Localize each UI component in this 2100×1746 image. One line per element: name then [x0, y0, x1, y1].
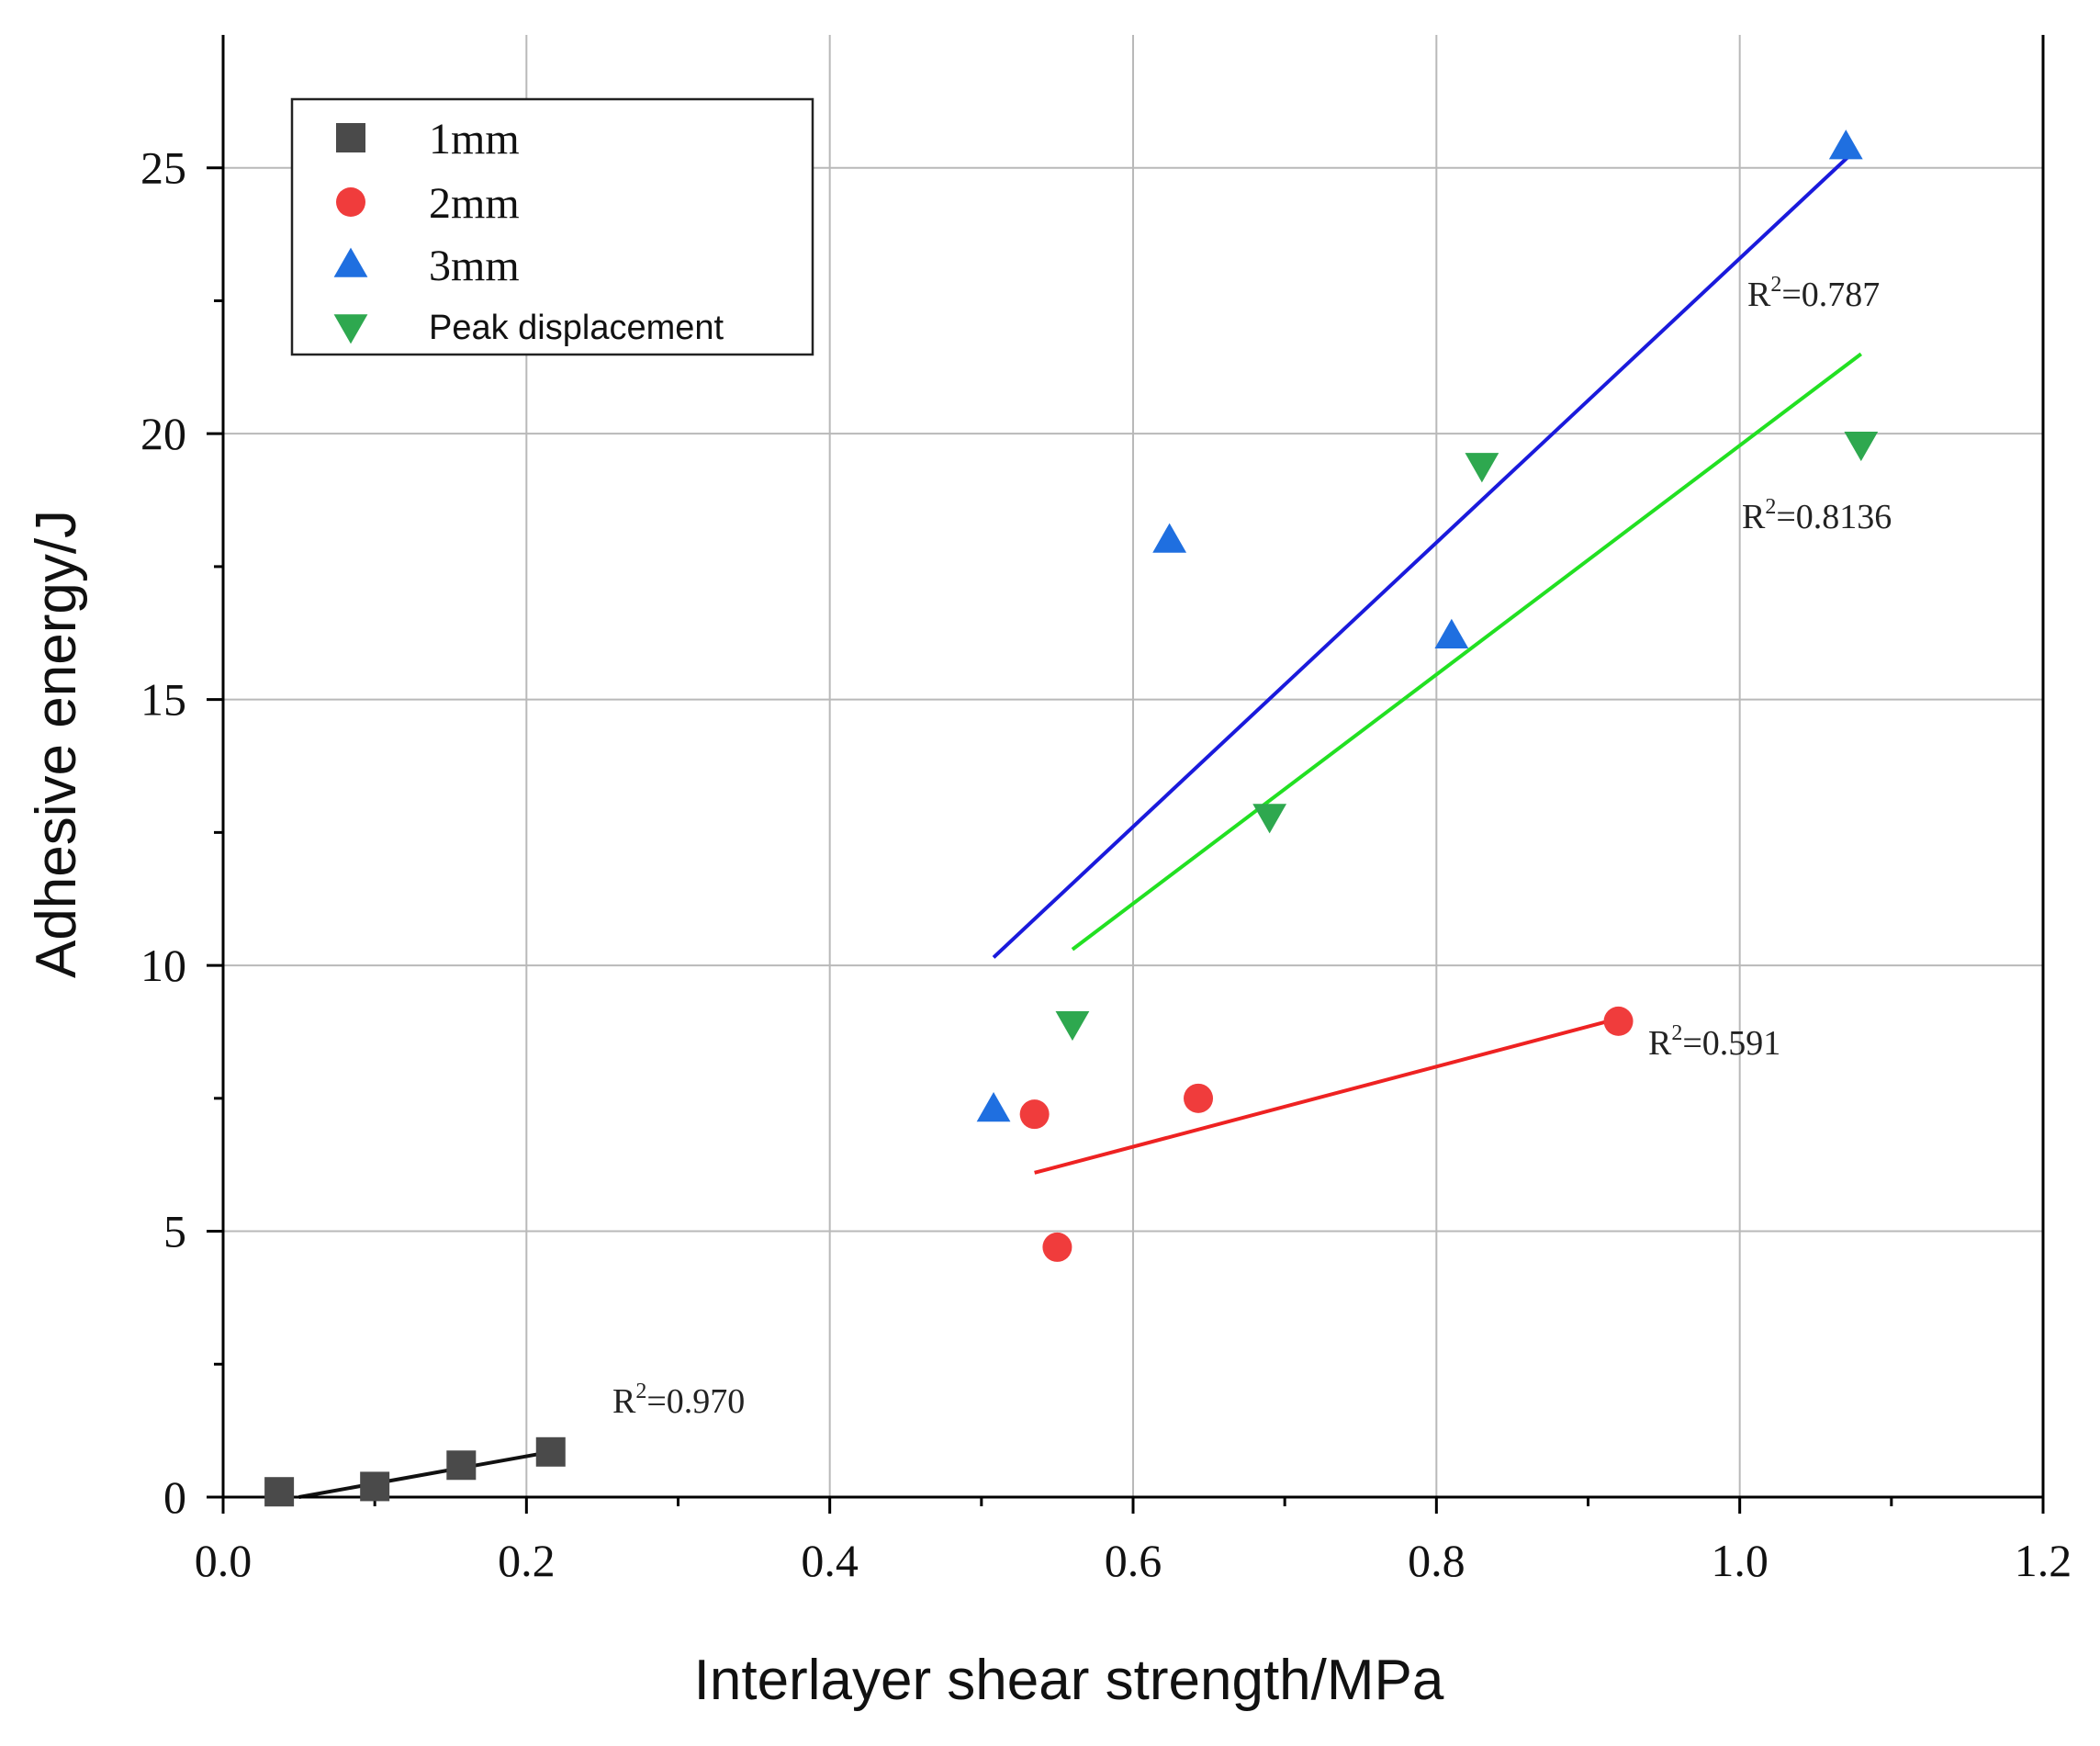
r-squared-label-1mm: R2=0.970: [612, 1380, 745, 1421]
ticks: 0.0 0.2 0.4 0.6 0.8 1.0 1.2 0 5 10 15 20 25: [140, 142, 2072, 1586]
x-tick-label: 0.4: [801, 1535, 859, 1586]
point-2mm: [1184, 1083, 1214, 1113]
grid-lines: [223, 35, 2043, 1497]
y-axis-title: Adhesive energy/J: [25, 510, 88, 978]
r-squared-label-peak-displacement: R2=0.8136: [1742, 495, 1892, 536]
r-symbol: R: [1742, 498, 1766, 536]
y-tick-label: 10: [140, 940, 186, 991]
fit-line-peak-displacement: [1071, 352, 1863, 952]
r-symbol: R: [1648, 1024, 1672, 1063]
point-3mm: [1152, 523, 1187, 553]
legend-label-peak-displacement: Peak displacement: [429, 309, 724, 347]
superscript-2: 2: [1671, 1021, 1682, 1045]
legend-label-2mm: 2mm: [429, 179, 520, 228]
point-2mm: [1019, 1099, 1050, 1130]
r-squared-label-2mm: R2=0.591: [1648, 1021, 1780, 1063]
legend-label-1mm: 1mm: [429, 115, 520, 163]
r-squared-value: =0.970: [646, 1382, 745, 1421]
fit-line-2mm: [1034, 1017, 1620, 1175]
x-tick-label: 1.0: [1711, 1535, 1769, 1586]
r-squared-value: =0.591: [1682, 1024, 1780, 1063]
point-peak-displacement: [1465, 453, 1499, 483]
fit-lines: [298, 150, 1863, 1499]
superscript-2: 2: [1770, 273, 1781, 297]
point-1mm: [264, 1477, 295, 1507]
legend-box: [290, 97, 814, 356]
point-2mm: [1042, 1232, 1072, 1262]
legend-marker-peak-displacement: [333, 314, 368, 344]
r-symbol: R: [1747, 276, 1771, 314]
x-tick-label: 0.8: [1408, 1535, 1466, 1586]
y-tick-label: 25: [140, 142, 186, 194]
fit-line-1mm: [298, 1449, 552, 1499]
superscript-2: 2: [1765, 495, 1776, 519]
y-tick-label: 20: [140, 408, 186, 459]
data-points: [264, 130, 1879, 1507]
r-symbol: R: [612, 1382, 636, 1421]
y-tick-label: 15: [140, 674, 186, 726]
point-peak-displacement: [1844, 431, 1879, 462]
legend-marker-3mm: [333, 247, 368, 277]
point-3mm: [1828, 130, 1863, 160]
x-tick-label: 1.2: [2015, 1535, 2072, 1586]
point-1mm: [535, 1436, 566, 1467]
x-axis-title: Interlayer shear strength/MPa: [694, 1649, 1444, 1712]
legend: 1mm 2mm 3mm Peak displacement: [290, 97, 814, 356]
legend-marker-1mm: [336, 123, 365, 152]
point-peak-displacement: [1055, 1010, 1090, 1042]
x-tick-label: 0.6: [1105, 1535, 1162, 1586]
r-squared-value: =0.8136: [1776, 498, 1892, 536]
x-tick-label: 0.0: [195, 1535, 253, 1586]
y-tick-label: 5: [163, 1206, 186, 1257]
fit-line-3mm: [992, 150, 1855, 959]
x-tick-label: 0.2: [498, 1535, 556, 1586]
point-3mm: [976, 1091, 1011, 1122]
r-squared-value: =0.787: [1781, 276, 1880, 314]
point-1mm: [360, 1471, 390, 1502]
superscript-2: 2: [635, 1380, 646, 1403]
point-2mm: [1603, 1006, 1634, 1036]
point-3mm: [1434, 618, 1469, 648]
legend-label-3mm: 3mm: [429, 242, 520, 290]
legend-marker-2mm: [336, 187, 365, 217]
point-peak-displacement: [1252, 804, 1287, 834]
point-1mm: [446, 1450, 477, 1481]
y-tick-label: 0: [163, 1471, 186, 1523]
r-squared-label-3mm: R2=0.787: [1747, 273, 1880, 314]
